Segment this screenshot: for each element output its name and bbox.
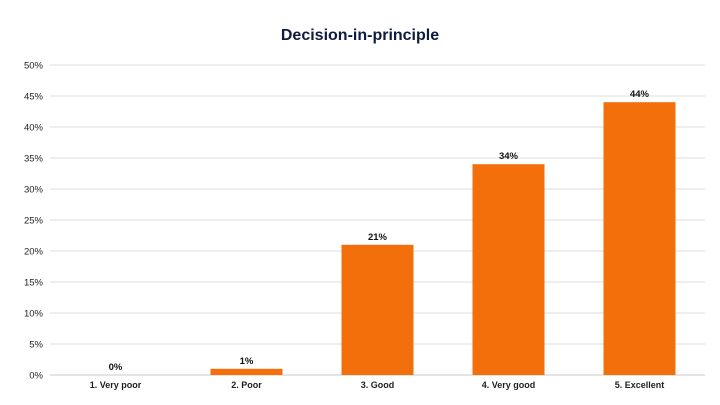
bar (210, 368, 283, 375)
y-tick-label: 50% (24, 61, 44, 72)
y-tick-label: 30% (24, 185, 44, 196)
y-tick-label: 0% (29, 371, 43, 382)
y-tick-label: 40% (24, 123, 44, 134)
y-tick-label: 15% (24, 278, 44, 289)
y-tick-label: 20% (24, 247, 44, 258)
data-label: 0% (109, 362, 123, 373)
y-tick-label: 5% (29, 340, 43, 351)
x-tick-label: 3. Good (361, 380, 395, 390)
x-tick-label: 4. Very good (482, 380, 536, 390)
y-tick-label: 25% (24, 216, 44, 227)
x-tick-label: 5. Excellent (615, 380, 665, 390)
y-tick-label: 35% (24, 154, 44, 165)
chart-title: Decision-in-principle (280, 27, 440, 44)
x-tick-label: 1. Very poor (90, 380, 142, 390)
data-label: 34% (499, 151, 519, 162)
y-tick-label: 10% (24, 309, 44, 320)
data-label: 1% (240, 356, 254, 367)
y-tick-label: 45% (24, 92, 44, 103)
data-label: 21% (368, 232, 388, 243)
bar (603, 102, 676, 375)
bar (472, 164, 545, 375)
x-tick-label: 2. Poor (231, 380, 262, 390)
data-label: 44% (630, 89, 650, 100)
bar (341, 244, 414, 375)
